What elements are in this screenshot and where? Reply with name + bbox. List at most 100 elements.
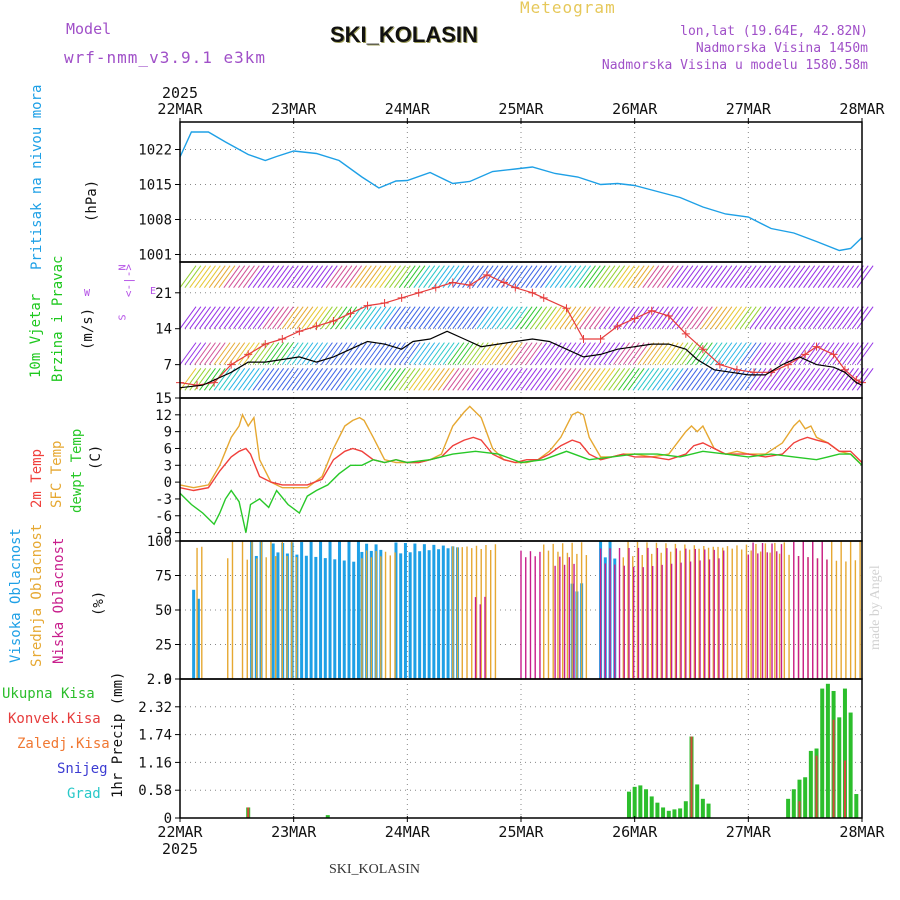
total-precip-bar [632, 786, 637, 818]
y-tick-label: 100 [147, 534, 172, 550]
total-precip-bar [803, 777, 808, 818]
wind-barb [398, 342, 416, 365]
wind-barb [228, 265, 246, 288]
wind-barb [403, 342, 421, 365]
wind-barb [315, 368, 333, 391]
wind-barb [389, 342, 406, 365]
wind-barb [622, 306, 640, 330]
wind-barb [642, 306, 660, 330]
wind-barb [598, 265, 616, 288]
wind-barb [384, 368, 402, 391]
total-precip-bar [797, 779, 802, 818]
wind-barb [296, 342, 314, 365]
wind-barb [525, 306, 543, 330]
wind-barb [325, 342, 343, 365]
wind-barb [846, 306, 864, 330]
wind-barb [632, 342, 650, 365]
wind-barb [428, 265, 445, 288]
wind-barb [213, 265, 231, 288]
total-precip-bar [672, 809, 677, 818]
wind-barb [603, 306, 621, 330]
wind-barb [505, 265, 523, 288]
wind-barb [540, 306, 557, 330]
wind-barb [311, 265, 328, 288]
wind-barb [238, 342, 255, 365]
wind-barb [549, 342, 567, 365]
temp2m-line [179, 436, 863, 492]
gust-marker [596, 334, 605, 343]
wind-barb [213, 368, 231, 391]
wind-barb [462, 342, 479, 365]
wind-barb [233, 368, 250, 391]
wind-speed-line [179, 330, 863, 389]
wind-barb [686, 306, 704, 330]
wind-barb [535, 368, 553, 391]
wind-barb [656, 265, 674, 288]
wind-barb [203, 265, 221, 288]
wind-barb [764, 368, 781, 391]
date-label-top: 24MAR [385, 100, 431, 118]
wind-barb [676, 265, 694, 288]
y-tick-label: 15 [155, 391, 172, 407]
wind-barb [608, 368, 626, 391]
gust-marker [499, 278, 508, 287]
wind-barb [359, 306, 377, 330]
wind-barb [301, 342, 319, 365]
wind-barb [423, 342, 440, 365]
wind-barb [837, 368, 855, 391]
year-label-bottom: 2025 [162, 840, 198, 858]
wind-barb [413, 368, 431, 391]
wind-barb [199, 368, 216, 391]
wind-barb [247, 306, 265, 330]
wind-barb [330, 368, 348, 391]
wind-barb [481, 306, 499, 330]
wind-barb [199, 342, 216, 365]
date-label-top: 28MAR [839, 100, 885, 118]
wind-barb [647, 342, 665, 365]
wind-barb [642, 368, 660, 391]
wind-barb [452, 342, 470, 365]
wind-barb [252, 265, 270, 288]
wind-barb [842, 265, 859, 288]
wind-barb [530, 265, 548, 288]
wind-barb [691, 342, 708, 365]
high-cloud-bar [192, 589, 196, 679]
wind-barb [457, 306, 475, 330]
wind-dir-w: W [84, 288, 91, 299]
wind-dir-e: E [150, 286, 157, 297]
high-cloud-bar [427, 550, 431, 679]
total-precip-bar [678, 808, 683, 818]
wind-barb [320, 265, 338, 288]
station-title: SKI_KOLASIN [330, 22, 478, 47]
wind-barb [783, 265, 801, 288]
wind-barb [208, 342, 226, 365]
conv-precip-bar [832, 719, 835, 818]
legend-frozen-rain: Zaledj.Kisa [17, 736, 110, 752]
wind-barb [267, 306, 285, 330]
wind-barb [652, 368, 669, 391]
wind-barb [286, 368, 304, 391]
wind-barb [588, 306, 606, 330]
wind-title-2: Brzina i Pravac [50, 255, 66, 382]
high-cloud-bar [446, 548, 450, 679]
wind-barb [783, 342, 801, 365]
total-precip-bar [842, 688, 847, 818]
wind-barb [452, 368, 470, 391]
wind-barb [335, 368, 353, 391]
wind-barb [613, 265, 630, 288]
wind-barb [759, 265, 777, 288]
wind-barb [203, 306, 221, 330]
wind-barb [238, 306, 255, 330]
wind-barb [476, 368, 494, 391]
wind-barb [817, 368, 835, 391]
wind-barb [822, 306, 840, 330]
wind-barb [846, 265, 864, 288]
wind-barb [798, 306, 816, 330]
wind-barb [520, 265, 538, 288]
wind-barb [681, 306, 699, 330]
wind-barb [622, 265, 640, 288]
wind-barb [296, 368, 314, 391]
date-label-top: 26MAR [612, 100, 658, 118]
wind-barb [637, 265, 655, 288]
total-precip-bar [695, 784, 700, 818]
